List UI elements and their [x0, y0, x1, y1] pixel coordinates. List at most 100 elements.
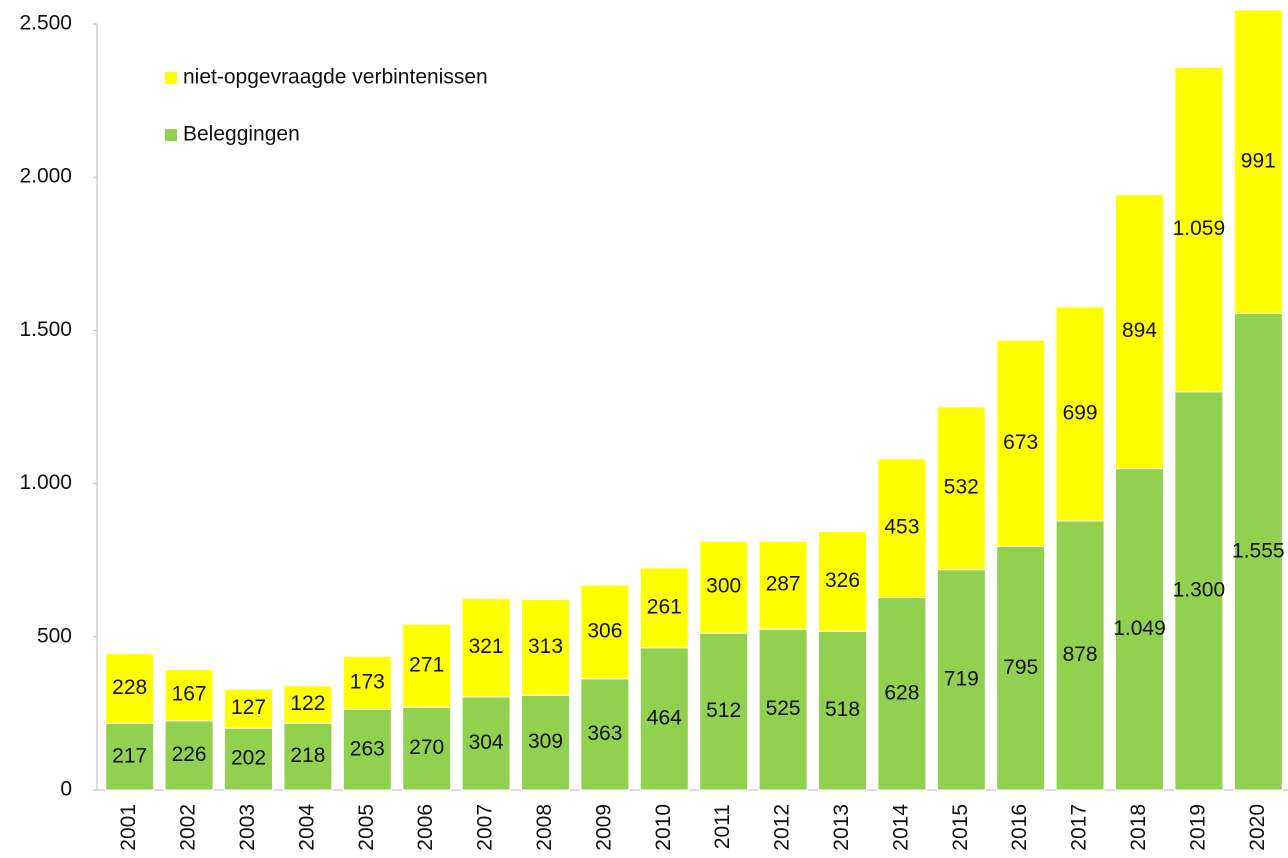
bar-segment	[342, 655, 392, 710]
data-label: 518	[825, 698, 860, 721]
data-label: 1.049	[1113, 617, 1166, 640]
y-tick-label: 1.000	[19, 471, 72, 494]
bar-segment	[461, 696, 511, 791]
data-label: 313	[528, 635, 563, 658]
data-label: 1.555	[1232, 539, 1285, 562]
data-label: 309	[528, 730, 563, 753]
bar-segment	[1055, 520, 1105, 791]
data-label: 226	[172, 743, 207, 766]
data-label: 263	[350, 737, 385, 760]
x-tick-label: 2018	[1127, 804, 1150, 851]
bar-segment	[877, 597, 927, 791]
y-tick-label: 1.500	[19, 318, 72, 341]
data-label: 991	[1241, 149, 1276, 172]
legend-swatch	[165, 72, 177, 84]
x-tick-label: 2004	[295, 804, 318, 851]
legend-label: niet-opgevraagde verbintenissen	[183, 66, 488, 89]
data-label: 217	[112, 744, 147, 767]
bar-segment	[699, 632, 749, 791]
bar-segment	[402, 623, 452, 708]
bar-segment	[283, 685, 333, 724]
bar-segment	[639, 647, 689, 791]
bar-segment	[580, 584, 630, 680]
x-tick-label: 2010	[652, 804, 675, 851]
data-label: 894	[1122, 319, 1157, 342]
data-label: 699	[1063, 401, 1098, 424]
x-tick-label: 2020	[1246, 804, 1269, 851]
bar-segment	[936, 406, 986, 571]
bar-segment	[402, 706, 452, 791]
bar-segment	[1174, 391, 1224, 791]
bar-segment	[224, 688, 273, 729]
data-label: 127	[231, 696, 266, 719]
bar-segment	[1055, 306, 1105, 522]
data-label: 270	[409, 736, 444, 759]
data-label: 1.059	[1173, 217, 1226, 240]
data-label: 673	[1003, 431, 1038, 454]
data-label: 173	[350, 670, 385, 693]
bar-segment	[1233, 313, 1283, 791]
data-label: 878	[1063, 643, 1098, 666]
x-tick-label: 2011	[711, 804, 734, 849]
bar-segment	[699, 540, 749, 634]
bar-segment	[1174, 66, 1224, 393]
x-tick-label: 2006	[414, 804, 437, 851]
data-label: 321	[469, 635, 504, 658]
bar-segment	[818, 530, 867, 632]
bar-segment	[224, 727, 273, 791]
data-label: 795	[1003, 656, 1038, 679]
data-label: 363	[587, 722, 622, 745]
bar-segment	[936, 569, 986, 791]
data-label: 453	[884, 516, 919, 539]
bar-segment	[105, 653, 155, 725]
x-tick-label: 2007	[474, 804, 497, 851]
data-label: 532	[944, 476, 979, 499]
data-label: 306	[587, 619, 622, 642]
data-label: 628	[884, 681, 919, 704]
legend-label: Beleggingen	[183, 123, 300, 146]
bar-segment	[639, 567, 689, 649]
data-label: 304	[469, 731, 504, 754]
bar-segment	[818, 630, 867, 791]
x-tick-label: 2008	[533, 804, 556, 851]
bar-segment	[461, 598, 511, 698]
bar-segment	[1115, 468, 1164, 791]
data-label: 719	[944, 667, 979, 690]
x-tick-label: 2016	[1008, 804, 1031, 851]
legend-swatch	[165, 129, 177, 141]
x-tick-label: 2002	[177, 804, 200, 851]
data-label: 326	[825, 569, 860, 592]
x-tick-label: 2015	[949, 804, 972, 851]
y-tick-label: 2.500	[19, 12, 72, 35]
data-label: 512	[706, 699, 741, 722]
data-label: 300	[706, 575, 741, 598]
x-tick-label: 2009	[592, 804, 615, 851]
y-tick-label: 0	[60, 778, 72, 801]
bar-segment	[877, 458, 927, 599]
x-tick-label: 2012	[771, 804, 794, 851]
x-tick-label: 2019	[1186, 804, 1209, 851]
bar-segment	[580, 678, 630, 791]
data-label: 464	[647, 706, 682, 729]
bar-segment	[1233, 9, 1283, 315]
x-tick-label: 2003	[236, 804, 259, 851]
bar-segment	[164, 669, 214, 722]
bar-segment	[1115, 194, 1164, 470]
x-tick-label: 2014	[889, 804, 912, 851]
bar-segment	[164, 720, 214, 791]
bar-segment	[996, 545, 1046, 791]
data-label: 167	[172, 683, 207, 706]
bar-segment	[105, 723, 155, 791]
data-label: 202	[231, 747, 266, 770]
bar-segment	[342, 708, 392, 791]
y-tick-label: 500	[37, 624, 72, 647]
data-label: 122	[290, 692, 325, 715]
data-label: 271	[409, 653, 444, 676]
bar-segment	[996, 339, 1046, 547]
x-tick-label: 2013	[830, 804, 853, 851]
x-tick-label: 2017	[1068, 804, 1091, 851]
x-tick-label: 2005	[355, 804, 378, 851]
y-tick-label: 2.000	[19, 165, 72, 188]
bar-segment	[758, 628, 808, 791]
